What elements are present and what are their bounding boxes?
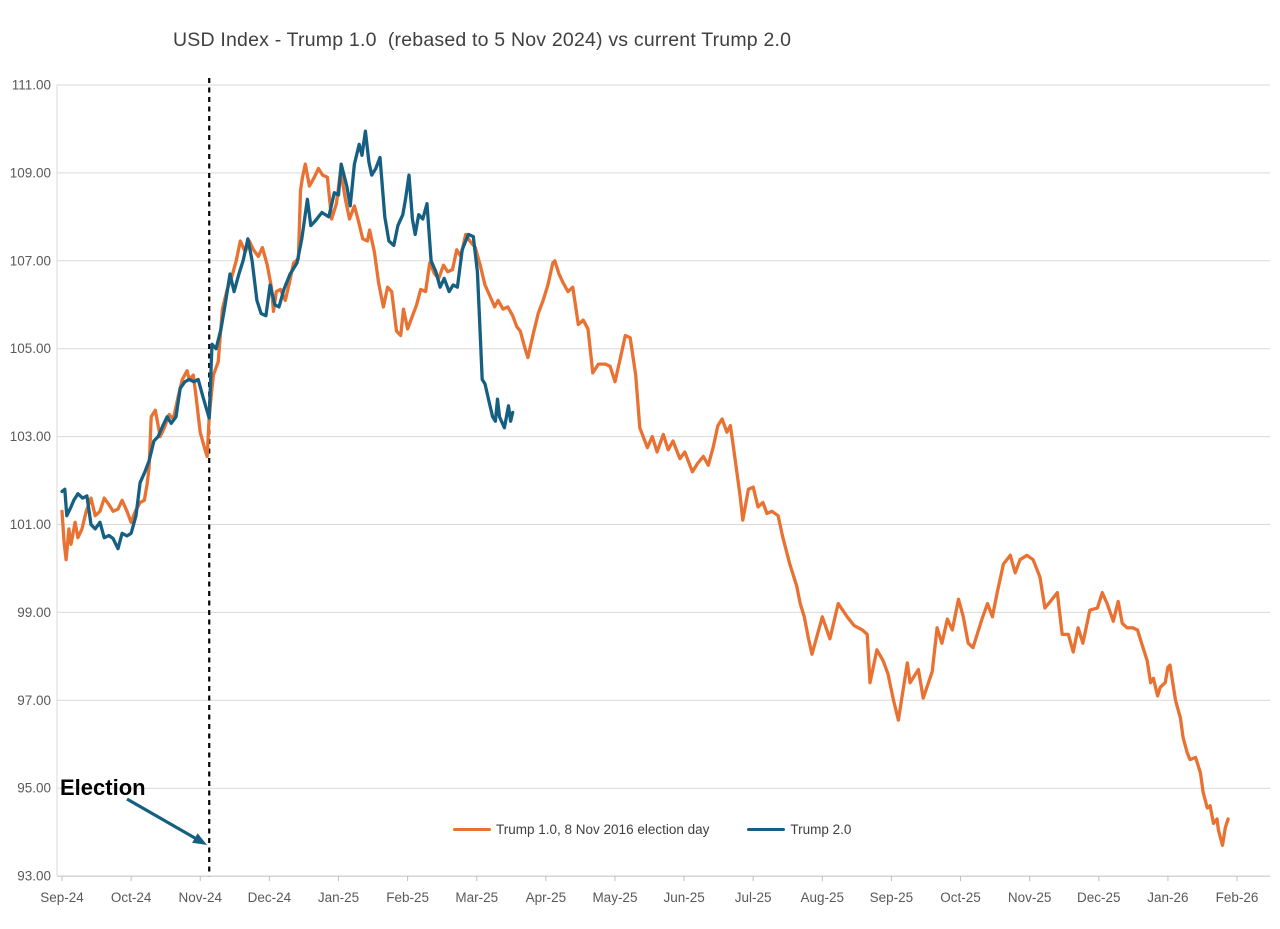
legend-label-trump2: Trump 2.0 (790, 822, 852, 837)
chart-title: USD Index - Trump 1.0 (rebased to 5 Nov … (173, 29, 792, 51)
y-tick-label: 105.00 (10, 341, 51, 356)
series-line-trump2 (60, 129, 515, 551)
x-tick-label: May-25 (592, 890, 637, 905)
legend-item-trump2: Trump 2.0 (747, 822, 851, 837)
x-tick-label: Mar-25 (455, 890, 498, 905)
election-arrow-head (192, 833, 207, 845)
x-tick-label: Feb-26 (1216, 890, 1259, 905)
series-line-trump1 (60, 162, 1230, 847)
y-tick-label: 95.00 (17, 781, 51, 796)
x-tick-label: Apr-25 (526, 890, 567, 905)
legend-label-trump1: Trump 1.0, 8 Nov 2016 election day (496, 822, 710, 837)
x-tick-label: Jan-26 (1147, 890, 1188, 905)
x-tick-label: Oct-24 (111, 890, 152, 905)
y-tick-label: 111.00 (12, 78, 51, 93)
y-tick-label: 93.00 (17, 869, 51, 884)
y-tick-label: 103.00 (10, 429, 51, 444)
legend: Trump 1.0, 8 Nov 2016 election day Trump… (453, 822, 851, 837)
x-tick-label: Dec-24 (248, 890, 292, 905)
election-annotation: Election (60, 775, 146, 800)
y-tick-label: 99.00 (17, 605, 51, 620)
x-tick-label: Nov-24 (178, 890, 222, 905)
x-tick-label: Sep-25 (870, 890, 914, 905)
legend-swatch-trump2-line (747, 827, 786, 832)
x-tick-label: Feb-25 (386, 890, 429, 905)
x-tick-label: Oct-25 (940, 890, 981, 905)
x-tick-label: Jan-25 (318, 890, 359, 905)
x-tick-label: Aug-25 (801, 890, 845, 905)
x-tick-label: Jul-25 (735, 890, 772, 905)
y-tick-label: 97.00 (17, 693, 51, 708)
y-tick-label: 107.00 (10, 253, 51, 268)
election-arrow-line (126, 797, 199, 841)
legend-swatch-trump1-line (453, 827, 491, 832)
legend-item-trump1: Trump 1.0, 8 Nov 2016 election day (453, 822, 709, 837)
x-tick-label: Jun-25 (663, 890, 704, 905)
y-tick-label: 101.00 (10, 517, 51, 532)
x-tick-label: Dec-25 (1077, 890, 1121, 905)
y-tick-label: 109.00 (10, 165, 51, 180)
x-tick-label: Sep-24 (40, 890, 84, 905)
x-tick-label: Nov-25 (1008, 890, 1052, 905)
